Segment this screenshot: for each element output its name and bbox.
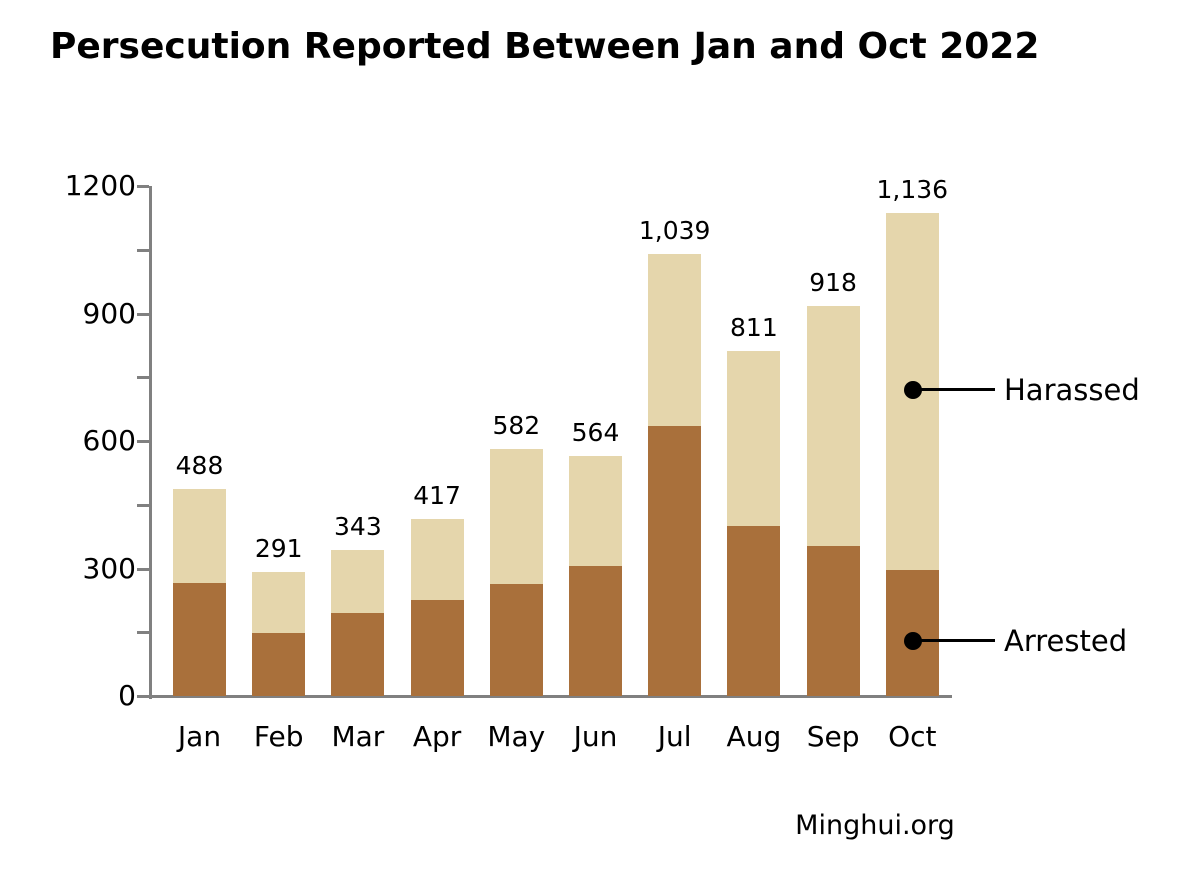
x-axis-label-mar: Mar [331,720,385,753]
chart-title: Persecution Reported Between Jan and Oct… [50,26,1040,67]
bar-total-label-may: 582 [492,410,541,440]
bar-apr-harassed [410,518,464,600]
x-axis-line [149,695,952,698]
y-axis-tick [137,312,149,316]
x-axis-label-oct: Oct [888,720,937,753]
y-axis-tick [137,631,149,635]
harassed-callout-dot [904,381,922,399]
bar-total-label-apr: 417 [413,480,461,510]
y-axis-tick-label: 0 [118,679,136,712]
bar-feb-harassed [252,572,306,633]
bar-may-arrested [489,583,543,696]
bar-mar-arrested [331,612,385,696]
bar-jun-arrested [569,565,622,696]
bar-jul-arrested [648,426,702,696]
y-axis-tick [137,248,149,252]
x-axis-label-jul: Jul [657,720,692,753]
y-axis-tick-label: 600 [82,424,136,457]
source-attribution: Minghui.org [795,810,955,841]
bar-jun-harassed [569,456,622,566]
bar-total-label-jan: 488 [175,450,224,480]
legend-label-arrested: Arrested [1004,624,1128,658]
x-axis-label-jun: Jun [573,720,618,753]
y-axis-tick [137,503,149,507]
arrested-callout-dot [904,632,922,650]
y-axis-tick [137,185,149,188]
harassed-callout-line [919,388,995,391]
bar-total-label-feb: 291 [254,534,303,564]
y-axis-tick-label: 1200 [64,169,136,202]
bar-jan-harassed [173,488,226,583]
arrested-callout-line [919,639,995,642]
bar-total-label-oct: 1,136 [876,175,949,205]
bar-aug-harassed [727,351,781,526]
y-axis-tick [137,567,149,571]
x-axis-label-apr: Apr [412,720,462,753]
y-axis-tick [137,695,149,698]
bar-jul-harassed [648,254,702,427]
x-axis-label-aug: Aug [726,720,782,753]
bar-total-label-jun: 564 [571,418,620,448]
x-axis-label-jan: Jan [177,720,222,753]
x-axis-label-sep: Sep [806,720,860,753]
bar-total-label-aug: 811 [730,313,778,343]
x-axis-label-feb: Feb [253,720,304,753]
y-axis-line [149,186,152,699]
bar-mar-harassed [331,550,385,613]
y-axis-tick-label: 900 [82,296,136,330]
bar-jan-arrested [173,582,226,696]
bar-total-label-mar: 343 [334,512,382,542]
bar-sep-arrested [806,546,860,696]
y-axis-tick [137,376,149,380]
y-axis-tick [137,440,149,443]
bar-aug-arrested [727,525,781,696]
y-axis-tick-label: 300 [82,551,136,585]
bar-apr-arrested [410,599,464,696]
bar-sep-harassed [806,305,860,547]
bar-feb-arrested [252,632,306,696]
x-axis-label-may: May [487,720,546,753]
bar-total-label-sep: 918 [809,267,857,297]
legend-label-harassed: Harassed [1004,373,1140,407]
bar-may-harassed [489,448,543,584]
bar-total-label-jul: 1,039 [638,216,711,246]
